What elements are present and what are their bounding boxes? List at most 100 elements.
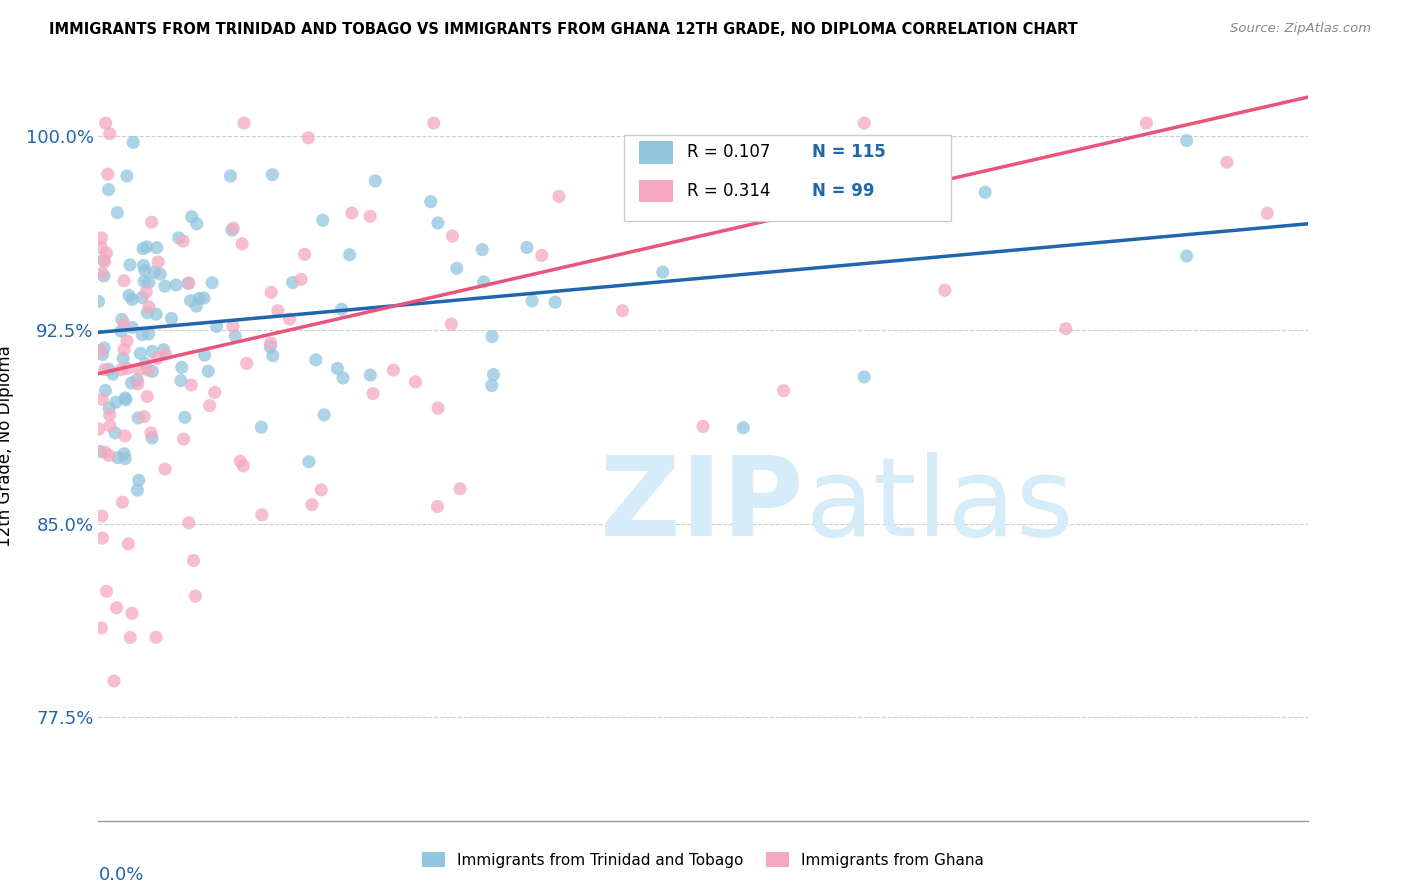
Legend: Immigrants from Trinidad and Tobago, Immigrants from Ghana: Immigrants from Trinidad and Tobago, Imm…: [415, 844, 991, 875]
Point: [235, 356, 257, 370]
Point: [125, 373, 148, 387]
Point: [305, 352, 328, 367]
Point: [143, 265, 166, 279]
Y-axis label: 12th Grade, No Diploma: 12th Grade, No Diploma: [0, 345, 14, 547]
Point: [98, 418, 121, 433]
Point: [134, 274, 156, 288]
Point: [90, 231, 112, 245]
Point: [194, 348, 217, 362]
Point: [98, 127, 121, 141]
Point: [136, 306, 159, 320]
Point: [112, 317, 135, 331]
Point: [314, 408, 336, 422]
Point: [98, 401, 121, 416]
Point: [229, 454, 252, 468]
Point: [180, 210, 202, 224]
Point: [298, 455, 321, 469]
Point: [94, 445, 117, 459]
Point: [198, 399, 221, 413]
Point: [121, 607, 143, 621]
Point: [170, 374, 193, 388]
Point: [155, 347, 177, 361]
Point: [446, 261, 468, 276]
Text: N = 99: N = 99: [811, 182, 875, 200]
Point: [309, 483, 332, 497]
Point: [91, 392, 114, 407]
Point: [110, 363, 132, 377]
Point: [471, 243, 494, 257]
Point: [90, 621, 112, 635]
Point: [219, 169, 242, 183]
Point: [131, 290, 153, 304]
Point: [180, 378, 202, 392]
Point: [118, 258, 141, 272]
Point: [138, 327, 160, 342]
Point: [96, 246, 118, 260]
Point: [339, 248, 361, 262]
Point: [121, 376, 143, 390]
Point: [136, 389, 159, 403]
Point: [1175, 134, 1198, 148]
Point: [89, 444, 111, 458]
Point: [204, 385, 226, 400]
Point: [138, 363, 160, 377]
Point: [111, 312, 134, 326]
Point: [853, 116, 876, 130]
Point: [165, 277, 187, 292]
Point: [103, 673, 125, 688]
Point: [180, 293, 202, 308]
Point: [651, 265, 673, 279]
Point: [87, 422, 110, 436]
Point: [145, 631, 167, 645]
Point: [93, 341, 115, 355]
Point: [482, 368, 505, 382]
Point: [160, 311, 183, 326]
FancyBboxPatch shape: [624, 135, 950, 221]
Point: [427, 401, 450, 415]
Point: [110, 324, 132, 338]
Point: [94, 116, 117, 130]
Point: [516, 240, 538, 254]
Point: [128, 363, 150, 377]
Point: [134, 409, 156, 424]
Point: [122, 136, 145, 150]
Point: [94, 384, 117, 398]
Point: [250, 420, 273, 434]
Point: [98, 408, 121, 422]
Point: [117, 537, 139, 551]
Point: [974, 186, 997, 200]
Point: [93, 362, 115, 376]
Point: [134, 357, 156, 371]
Point: [186, 217, 208, 231]
Point: [359, 368, 381, 382]
Point: [97, 167, 120, 181]
Point: [152, 343, 174, 357]
Point: [1256, 206, 1278, 220]
Point: [441, 229, 464, 244]
Point: [105, 600, 128, 615]
Point: [141, 344, 163, 359]
Point: [128, 473, 150, 487]
Point: [145, 241, 167, 255]
Point: [548, 189, 571, 203]
Point: [139, 425, 162, 440]
Bar: [638, 180, 673, 202]
Point: [422, 116, 444, 130]
Point: [127, 410, 149, 425]
Point: [93, 253, 115, 268]
Point: [294, 247, 316, 261]
Point: [149, 267, 172, 281]
Point: [96, 584, 118, 599]
Point: [127, 483, 149, 498]
Point: [440, 317, 463, 331]
Point: [853, 369, 876, 384]
Point: [173, 432, 195, 446]
Point: [148, 255, 170, 269]
Point: [97, 449, 120, 463]
Text: atlas: atlas: [806, 452, 1074, 559]
Point: [170, 360, 193, 375]
Point: [183, 553, 205, 567]
Point: [233, 116, 256, 130]
Point: [332, 371, 354, 385]
Point: [281, 276, 304, 290]
